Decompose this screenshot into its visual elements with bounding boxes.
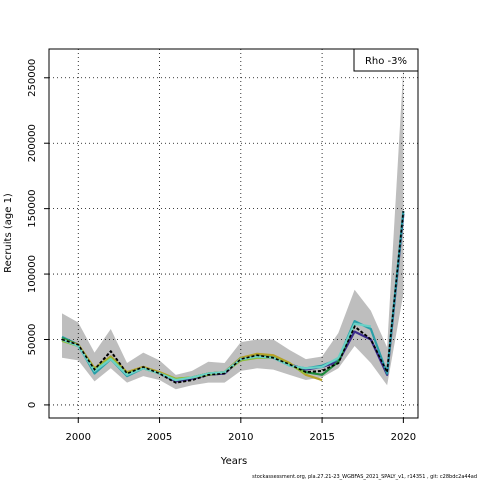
y-tick-label: 250000 [27, 59, 38, 97]
confidence-band [62, 67, 404, 390]
x-tick-label: 2020 [391, 432, 416, 443]
series-line-7 [61, 322, 372, 382]
grid-layer [49, 49, 418, 418]
rho-annotation: Rho -3% [353, 48, 419, 72]
x-tick-label: 2005 [147, 432, 172, 443]
y-tick-label: 150000 [27, 190, 38, 228]
y-axis: 0 50000 100000 150000 200000 250000 [27, 59, 49, 408]
series-layer [61, 211, 405, 384]
y-tick-label: 0 [27, 402, 38, 408]
x-tick-label: 2015 [309, 432, 334, 443]
y-axis-label: Recruits (age 1) [3, 193, 14, 273]
plot-frame [48, 48, 419, 419]
y-tick-label: 200000 [27, 124, 38, 162]
x-axis: 2000 2005 2010 2015 2020 [66, 418, 416, 443]
y-tick-label: 50000 [27, 324, 38, 356]
rho-annotation-box [353, 48, 419, 72]
confidence-band-layer [62, 67, 404, 390]
y-tick-label: 100000 [27, 255, 38, 293]
x-tick-label: 2000 [66, 432, 91, 443]
series-line-1-overlay [61, 211, 405, 384]
footer-source: stockassessment.org, pla.27.21-23_WGBFAS… [252, 474, 477, 480]
rho-annotation-text: Rho -3% [365, 56, 407, 67]
x-axis-label: Years [220, 456, 247, 467]
x-tick-label: 2010 [228, 432, 253, 443]
